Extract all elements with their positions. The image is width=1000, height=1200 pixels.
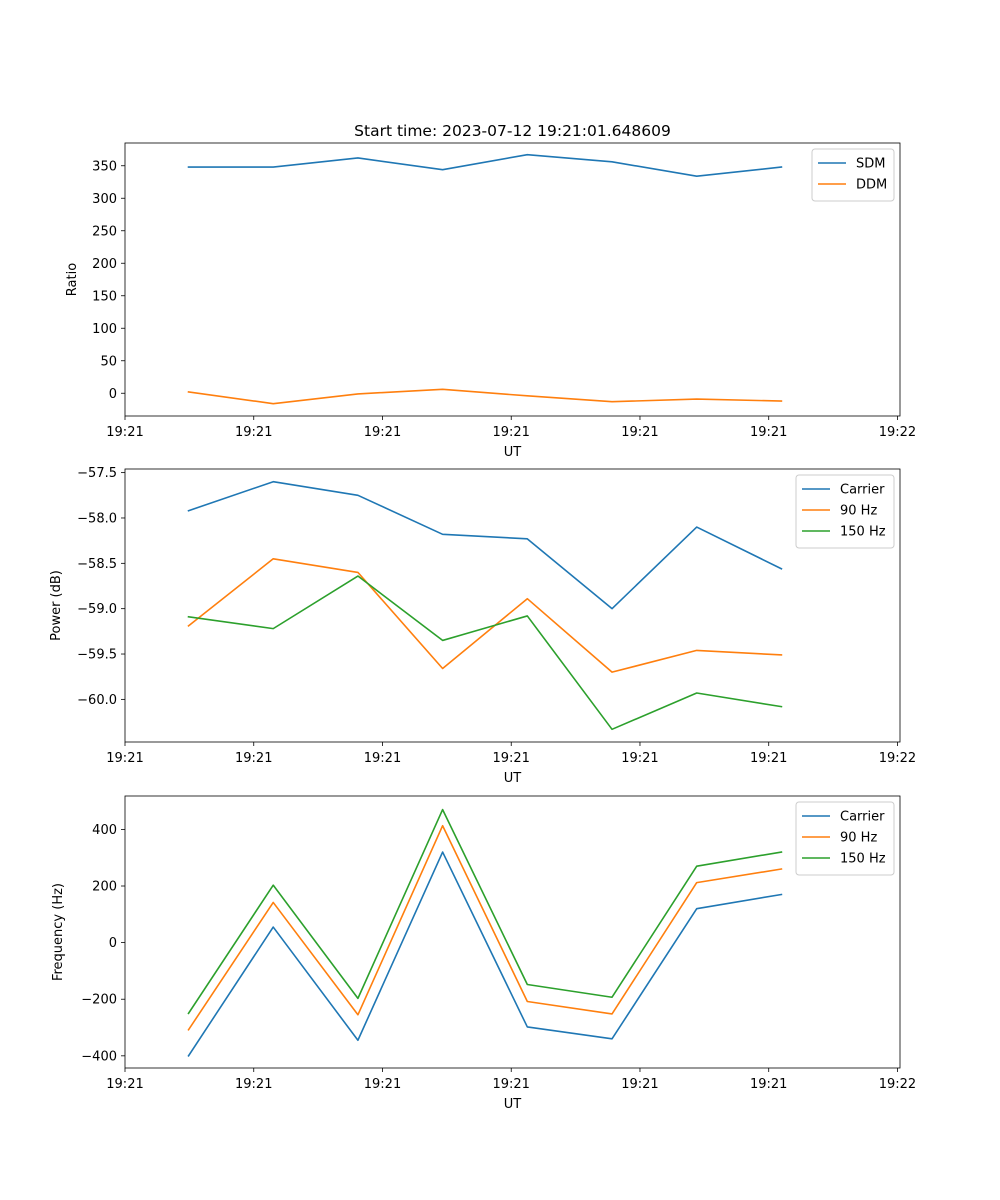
x-tick-label: 19:21 <box>235 1077 272 1092</box>
y-tick-label: −58.5 <box>77 557 117 572</box>
x-axis-label: UT <box>504 1097 522 1112</box>
legend-label: 90 Hz <box>840 831 877 846</box>
subplot-2: 19:21 19:21 19:21 19:21 19:21 19:21 19:22 −60.0… <box>49 466 916 786</box>
y-tick-label: 200 <box>92 257 117 272</box>
legend-label: Carrier <box>840 810 885 825</box>
y-tick-label: 150 <box>92 289 117 304</box>
x-tick-label: 19:21 <box>621 1077 658 1092</box>
series-line-sdm <box>187 153 783 177</box>
legend: SDM DDM <box>811 148 895 202</box>
y-tick-label: −200 <box>81 993 117 1008</box>
x-tick-label: 19:21 <box>364 425 401 440</box>
y-tick-label: 250 <box>92 224 117 239</box>
legend-box <box>795 801 895 876</box>
x-tick-label: 19:21 <box>621 751 658 766</box>
legend: Carrier 90 Hz 150 Hz <box>795 801 895 876</box>
axes-frame <box>124 795 901 1069</box>
x-tick-label: 19:21 <box>492 425 529 440</box>
series-line-90-hz <box>187 557 783 673</box>
y-tick-label: 50 <box>100 354 117 369</box>
legend-label: DDM <box>856 178 887 193</box>
x-tick-label: 19:21 <box>106 751 143 766</box>
y-tick-label: −59.5 <box>77 648 117 663</box>
y-axis-label: Power (dB) <box>49 570 64 641</box>
x-tick-label: 19:21 <box>492 1077 529 1092</box>
x-tick-label: 19:21 <box>364 751 401 766</box>
legend-label: 150 Hz <box>840 525 886 540</box>
axes-frame <box>124 468 901 743</box>
x-axis-label: UT <box>504 445 522 460</box>
x-tick-label: 19:21 <box>492 751 529 766</box>
x-tick-label: 19:21 <box>750 1077 787 1092</box>
y-tick-label: −59.0 <box>77 602 117 617</box>
legend-label: Carrier <box>840 483 885 498</box>
legend-box <box>811 148 895 202</box>
x-tick-label: 19:21 <box>235 425 272 440</box>
y-tick-label: 400 <box>92 823 117 838</box>
y-axis-label: Frequency (Hz) <box>51 883 66 981</box>
legend: Carrier 90 Hz 150 Hz <box>795 474 895 549</box>
y-tick-label: 0 <box>109 387 117 402</box>
y-tick-label: 300 <box>92 192 117 207</box>
series-line-150-hz <box>187 808 783 1015</box>
x-tick-label: 19:21 <box>621 425 658 440</box>
x-tick-label: 19:22 <box>879 1077 916 1092</box>
y-tick-label: 100 <box>92 322 117 337</box>
series-line-ddm <box>187 388 783 405</box>
y-tick-label: −58.0 <box>77 511 117 526</box>
series-line-90-hz <box>187 824 783 1031</box>
x-axis-label: UT <box>504 771 522 786</box>
x-tick-label: 19:21 <box>750 425 787 440</box>
series-line-carrier <box>187 851 783 1057</box>
x-tick-label: 19:21 <box>235 751 272 766</box>
legend-label: SDM <box>856 157 885 172</box>
x-tick-label: 19:21 <box>106 1077 143 1092</box>
chart-title: Start time: 2023-07-12 19:21:01.648609 <box>354 122 671 140</box>
legend-box <box>795 474 895 549</box>
subplot-3: 19:21 19:21 19:21 19:21 19:21 19:21 19:22 −400 −… <box>51 795 916 1112</box>
legend-label: 90 Hz <box>840 504 877 519</box>
y-tick-label: 0 <box>109 936 117 951</box>
x-tick-label: 19:21 <box>106 425 143 440</box>
legend-label: 150 Hz <box>840 852 886 867</box>
series-line-carrier <box>187 480 783 610</box>
series-line-150-hz <box>187 575 783 731</box>
x-tick-label: 19:22 <box>879 751 916 766</box>
axes-frame <box>124 142 901 417</box>
y-tick-label: −60.0 <box>77 693 117 708</box>
y-axis-label: Ratio <box>65 263 80 296</box>
y-tick-label: −400 <box>81 1049 117 1064</box>
subplot-1: 19:21 19:21 19:21 19:21 19:21 19:21 19:22 0 50 10… <box>65 122 916 460</box>
y-tick-label: 350 <box>92 159 117 174</box>
x-tick-label: 19:22 <box>879 425 916 440</box>
y-tick-label: 200 <box>92 880 117 895</box>
y-tick-label: −57.5 <box>77 466 117 481</box>
x-tick-label: 19:21 <box>750 751 787 766</box>
x-tick-label: 19:21 <box>364 1077 401 1092</box>
